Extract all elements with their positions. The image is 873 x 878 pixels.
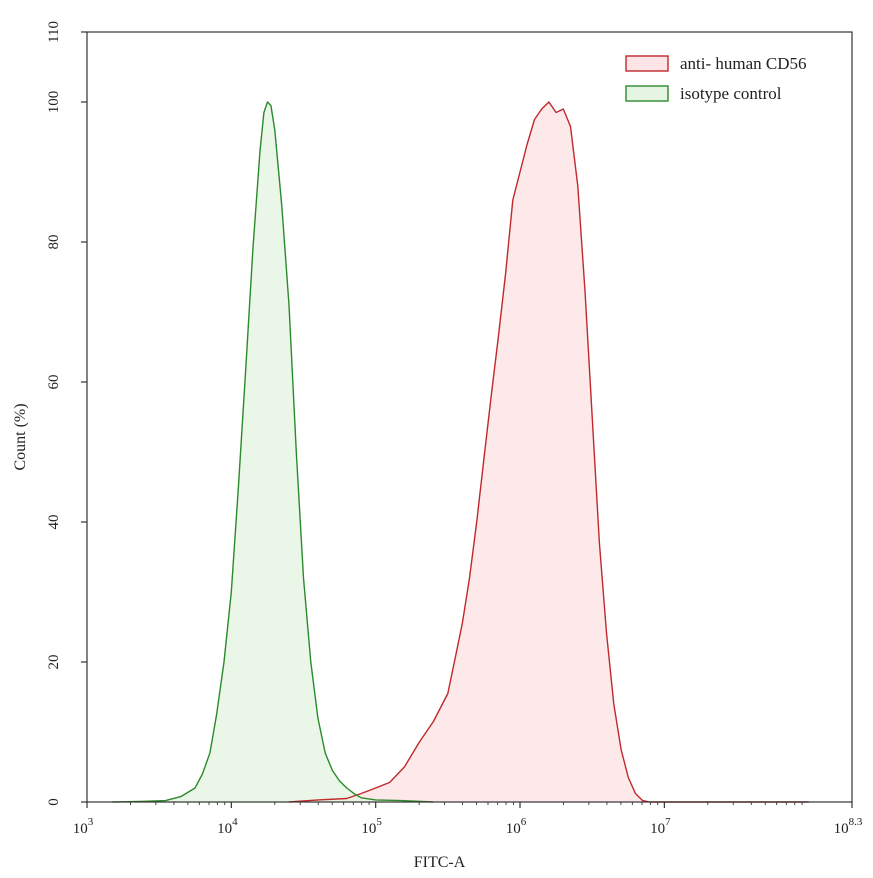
y-tick-label: 100 <box>46 91 62 114</box>
y-tick-label: 60 <box>46 375 62 390</box>
plot-border <box>86 31 853 803</box>
y-tick-label: 0 <box>46 798 62 806</box>
plot-frame <box>86 31 853 803</box>
y-tick-label: 20 <box>46 655 62 670</box>
x-tick-label: 103 <box>73 816 94 837</box>
legend-swatch <box>625 55 669 72</box>
series-line-1 <box>112 101 434 803</box>
histogram-lines <box>112 101 809 803</box>
x-tick-label: 106 <box>506 816 527 837</box>
series-fill-0 <box>288 102 809 802</box>
y-tick-label: 110 <box>46 21 62 43</box>
y-tick-label: 40 <box>46 515 62 530</box>
legend-label: anti- human CD56 <box>680 54 807 73</box>
y-axis-title: Count (%) <box>12 403 29 470</box>
y-axis: 0 20 40 60 80 100 110 <box>46 21 87 806</box>
legend-swatch <box>625 85 669 102</box>
x-tick-label: 107 <box>650 816 671 837</box>
x-tick-label: 105 <box>361 816 382 837</box>
series-fill-1 <box>112 102 434 802</box>
series-line-0 <box>288 101 809 803</box>
x-tick-label: 104 <box>217 816 238 837</box>
legend: anti- human CD56 isotype control <box>625 54 807 103</box>
y-tick-label: 80 <box>46 235 62 250</box>
x-axis: 103 104 105 106 107 108.3 <box>73 802 863 837</box>
legend-label: isotype control <box>680 84 782 103</box>
histogram-fills <box>112 102 809 802</box>
x-tick-label: 108.3 <box>834 816 863 837</box>
x-axis-title: FITC-A <box>414 854 466 871</box>
